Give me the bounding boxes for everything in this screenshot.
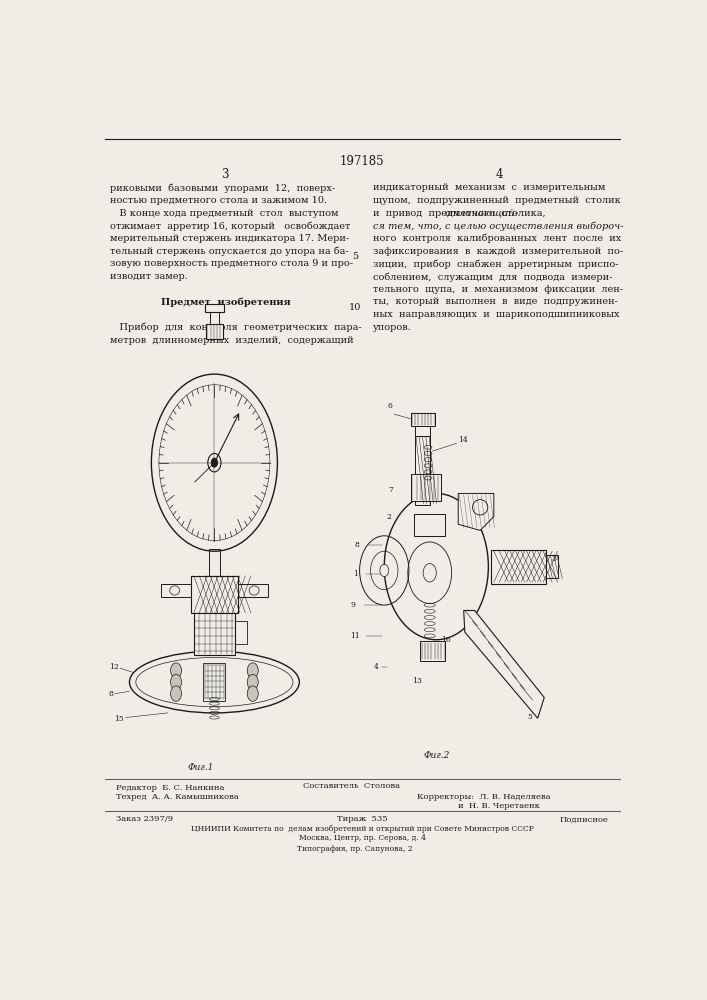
Text: 9: 9 (351, 601, 356, 609)
Text: ностью предметного стола и зажимом 10.: ностью предметного стола и зажимом 10. (110, 196, 327, 205)
Bar (204, 304, 224, 312)
Bar (204, 663, 226, 701)
Bar (191, 576, 238, 613)
Ellipse shape (249, 586, 259, 595)
Text: 197185: 197185 (340, 155, 385, 168)
Ellipse shape (170, 586, 180, 595)
Bar (411, 474, 440, 501)
Circle shape (170, 686, 182, 701)
Text: Подписное: Подписное (560, 815, 609, 823)
Polygon shape (458, 493, 494, 530)
Text: ЦНИИПИ Комитета по  делам изобретений и открытий при Совете Министров СССР: ЦНИИПИ Комитета по делам изобретений и о… (191, 825, 534, 833)
Bar (206, 324, 223, 339)
Circle shape (170, 674, 182, 690)
Text: Фиг.1: Фиг.1 (187, 763, 214, 772)
Text: 15: 15 (115, 715, 124, 723)
Text: Предмет  изобретения: Предмет изобретения (160, 297, 290, 307)
Text: 3: 3 (551, 555, 556, 563)
Text: Составитель  Столова: Составитель Столова (303, 782, 400, 790)
Bar (420, 641, 445, 661)
Text: зовую поверхность предметного стола 9 и про-: зовую поверхность предметного стола 9 и … (110, 259, 354, 268)
Polygon shape (464, 610, 544, 718)
Circle shape (247, 663, 258, 678)
Text: Тираж  535: Тираж 535 (337, 815, 387, 823)
Text: изводит замер.: изводит замер. (110, 272, 188, 281)
Text: 5: 5 (527, 713, 532, 721)
Text: ся тем, что, с целью осуществления выбороч-: ся тем, что, с целью осуществления выбор… (373, 221, 624, 231)
Text: щупом,  подпружиненный  предметный  столик: щупом, подпружиненный предметный столик (373, 196, 621, 205)
Circle shape (380, 564, 389, 577)
Text: зафиксирования  в  каждой  измерительной  по-: зафиксирования в каждой измерительной по… (373, 247, 624, 256)
Text: отличающий-: отличающий- (444, 209, 518, 218)
Text: 1: 1 (353, 570, 358, 578)
Text: 10: 10 (349, 303, 361, 312)
Ellipse shape (129, 651, 299, 713)
Bar (415, 426, 431, 436)
Text: мерительный стержень индикатора 17. Мери-: мерительный стержень индикатора 17. Мери… (110, 234, 349, 243)
Text: 4: 4 (373, 663, 378, 671)
Text: ты,  который  выполнен  в  виде  подпружинен-: ты, который выполнен в виде подпружинен- (373, 297, 618, 306)
Text: индикаторный  механизм  с  измерительным: индикаторный механизм с измерительным (373, 183, 606, 192)
Text: тельного  щупа,  и  механизмом  фиксации  лен-: тельного щупа, и механизмом фиксации лен… (373, 285, 624, 294)
Text: Москва, Центр, пр. Серова, д. 4: Москва, Центр, пр. Серова, д. 4 (299, 834, 426, 842)
Bar (491, 550, 546, 584)
Circle shape (247, 674, 258, 690)
Text: отжимает  арретир 16, который   освобождает: отжимает арретир 16, который освобождает (110, 221, 351, 231)
Circle shape (211, 458, 218, 467)
Circle shape (247, 686, 258, 701)
Text: и  Н. В. Черетаенк: и Н. В. Черетаенк (458, 802, 540, 810)
Text: Техред  А. А. Камышникова: Техред А. А. Камышникова (116, 793, 238, 801)
Text: 13: 13 (412, 677, 422, 685)
Bar (546, 555, 558, 578)
Text: 7: 7 (388, 486, 393, 494)
Text: зиции,  прибор  снабжен  арретирным  приспо-: зиции, прибор снабжен арретирным приспо- (373, 259, 619, 269)
Text: Типография, пр. Сапунова, 2: Типография, пр. Сапунова, 2 (297, 845, 412, 853)
Text: 8: 8 (108, 690, 113, 698)
Text: тельный стержень опускается до упора на ба-: тельный стержень опускается до упора на … (110, 247, 349, 256)
Bar (238, 584, 268, 597)
Text: 14: 14 (458, 436, 468, 444)
Text: ных  направляющих  и  шарикоподшипниковых: ных направляющих и шарикоподшипниковых (373, 310, 620, 319)
Bar (161, 584, 191, 597)
Bar (414, 514, 445, 536)
Text: Редактор  Б. С. Нанкина: Редактор Б. С. Нанкина (116, 784, 224, 792)
Bar (194, 613, 235, 655)
Text: 16: 16 (441, 636, 451, 644)
Text: В конце хода предметный  стол  выступом: В конце хода предметный стол выступом (110, 209, 339, 218)
Bar (415, 436, 431, 505)
Bar (411, 413, 435, 426)
Text: Фиг.2: Фиг.2 (423, 751, 450, 760)
Bar (235, 620, 247, 644)
Circle shape (170, 663, 182, 678)
Text: Прибор  для  контроля  геометрических  пара-: Прибор для контроля геометрических пара- (110, 323, 362, 332)
Bar (210, 310, 218, 324)
Text: и  привод  предметного  столика,: и привод предметного столика, (373, 209, 552, 218)
Text: 12: 12 (109, 663, 119, 671)
Text: соблением,  служащим  для  подвода  измери-: соблением, служащим для подвода измери- (373, 272, 613, 282)
Text: риковыми  базовыми  упорами  12,  поверх-: риковыми базовыми упорами 12, поверх- (110, 183, 335, 193)
Text: 11: 11 (351, 632, 360, 640)
Text: Заказ 2397/9: Заказ 2397/9 (116, 815, 173, 823)
Text: Корректоры:  Л. В. Наделяева: Корректоры: Л. В. Наделяева (417, 793, 551, 801)
Text: упоров.: упоров. (373, 323, 412, 332)
Text: метров  длинномерных  изделий,  содержащий: метров длинномерных изделий, содержащий (110, 336, 354, 345)
Circle shape (423, 564, 436, 582)
Text: ного  контроля  калиброванных  лент  после  их: ного контроля калиброванных лент после и… (373, 234, 621, 243)
Text: 8: 8 (354, 541, 359, 549)
Text: 6: 6 (387, 402, 392, 410)
Text: 5: 5 (352, 252, 358, 261)
Ellipse shape (472, 500, 488, 515)
Bar (209, 549, 220, 576)
Text: 3: 3 (221, 168, 229, 181)
Text: 4: 4 (496, 168, 503, 181)
Text: 2: 2 (386, 513, 391, 521)
